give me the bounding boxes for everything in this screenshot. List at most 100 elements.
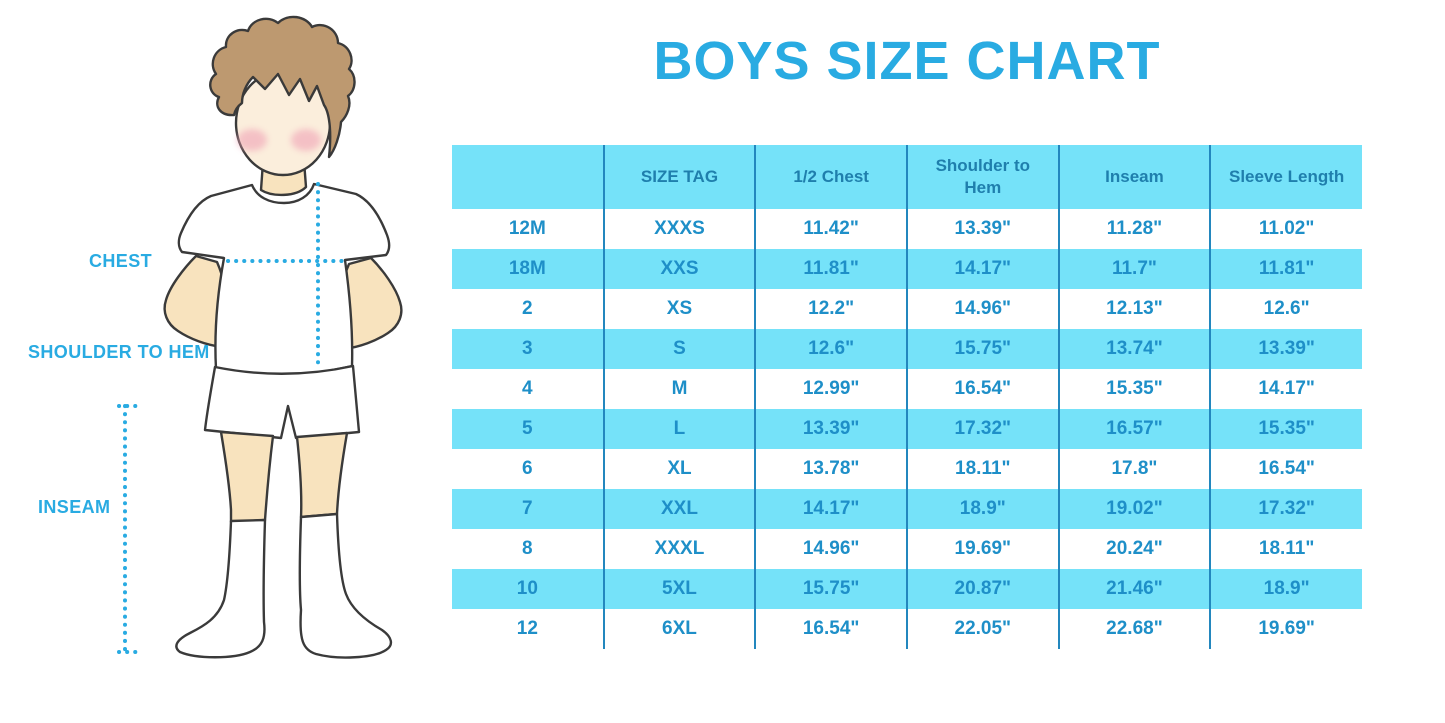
size-tag: XXS — [602, 249, 756, 289]
size-tag: XS — [602, 289, 756, 329]
size-tag: XL — [602, 449, 756, 489]
chest-label: CHEST — [88, 251, 152, 271]
size-label: 7 — [522, 498, 533, 519]
shorts — [203, 364, 361, 440]
hair — [209, 15, 356, 159]
measurement-value: 19.69" — [905, 529, 1059, 569]
measurement-value: 11.42" — [754, 209, 907, 249]
size-row-10: 10 5XL 15.75" 20.87" 21.46" 18.9" — [452, 569, 1362, 609]
measurement-value: 13.74" — [1057, 329, 1211, 369]
measurement-value: 11.28" — [1057, 209, 1211, 249]
blush-right — [291, 129, 321, 151]
measurement-value: 18.11" — [1209, 529, 1362, 569]
measurement-value: 14.96" — [754, 529, 907, 569]
measurement-value: 11.7" — [1057, 249, 1211, 289]
size-row-7: 7 XXL 14.17" 18.9" 19.02" 17.32" — [452, 489, 1362, 529]
boy-figure-icon — [117, 15, 403, 659]
measurement-value: 19.69" — [1209, 609, 1362, 649]
measurement-value: 15.35" — [1057, 369, 1211, 409]
size-row-2: 2 XS 12.2" 14.96" 12.13" 12.6" — [452, 289, 1362, 329]
size-tag: XXXS — [602, 209, 756, 249]
size-label: 8 — [522, 538, 533, 559]
column-header-inseam: Inseam — [1057, 145, 1211, 209]
measurement-value: 14.17" — [754, 489, 907, 529]
size-label: 12 — [516, 618, 538, 639]
measurement-value: 13.78" — [754, 449, 907, 489]
column-header-sleeve-length: Sleeve Length — [1209, 145, 1362, 209]
size-table-body: 12M XXXS 11.42" 13.39" 11.28" 11.02" 18M XXS 11.… — [452, 209, 1362, 649]
tshirt — [177, 182, 391, 376]
measurement-value: 14.17" — [905, 249, 1059, 289]
size-label: 4 — [522, 378, 533, 399]
size-table: SIZE TAG 1/2 Chest Shoulder to Hem Inseam Sl… — [452, 145, 1362, 649]
column-header-size-tag: SIZE TAG — [602, 145, 756, 209]
measurement-value: 11.02" — [1209, 209, 1362, 249]
page-title: BOYS SIZE CHART — [653, 31, 1161, 91]
measurement-value: 17.32" — [905, 409, 1059, 449]
measurement-value: 12.6" — [754, 329, 907, 369]
size-row-3: 3 S 12.6" 15.75" 13.74" 13.39" — [452, 329, 1362, 369]
size-label: 18M — [508, 258, 546, 279]
measurement-value: 15.75" — [754, 569, 907, 609]
header-row: SIZE TAG 1/2 Chest Shoulder to Hem Inseam Sl… — [452, 145, 1362, 209]
measurement-value: 14.17" — [1209, 369, 1362, 409]
size-tag: M — [602, 369, 756, 409]
size-tag: 6XL — [602, 609, 756, 649]
measurement-value: 16.54" — [905, 369, 1059, 409]
size-row-12: 12 6XL 16.54" 22.05" 22.68" 19.69" — [452, 609, 1362, 649]
leg-left — [219, 430, 275, 524]
measurement-value: 13.39" — [1209, 329, 1362, 369]
size-row-12m: 12M XXXS 11.42" 13.39" 11.28" 11.02" — [452, 209, 1362, 249]
size-row-4: 4 M 12.99" 16.54" 15.35" 14.17" — [452, 369, 1362, 409]
size-row-5: 5 L 13.39" 17.32" 16.57" 15.35" — [452, 409, 1362, 449]
measurement-value: 20.24" — [1057, 529, 1211, 569]
measurement-value: 17.8" — [1057, 449, 1211, 489]
column-header-1-2-chest: 1/2 Chest — [754, 145, 907, 209]
size-table-header: SIZE TAG 1/2 Chest Shoulder to Hem Inseam Sl… — [452, 145, 1362, 209]
inseam-label: INSEAM — [38, 497, 111, 517]
size-row-18m: 18M XXS 11.81" 14.17" 11.7" 11.81" — [452, 249, 1362, 289]
column-header-shoulder-to-hem: Shoulder to Hem — [905, 145, 1059, 209]
leg-right — [295, 431, 349, 519]
size-tag: S — [602, 329, 756, 369]
size-tag: XXXL — [602, 529, 756, 569]
measurement-value: 20.87" — [905, 569, 1059, 609]
measurement-value: 12.2" — [754, 289, 907, 329]
measurement-value: 16.54" — [1209, 449, 1362, 489]
size-tag: L — [602, 409, 756, 449]
measurement-value: 21.46" — [1057, 569, 1211, 609]
blush-left — [237, 129, 267, 151]
size-label: 3 — [522, 338, 533, 359]
measurement-value: 12.13" — [1057, 289, 1211, 329]
size-label: 2 — [522, 298, 533, 319]
measurement-value: 16.57" — [1057, 409, 1211, 449]
measurement-value: 14.96" — [905, 289, 1059, 329]
measurement-value: 17.32" — [1209, 489, 1362, 529]
measurement-value: 15.75" — [905, 329, 1059, 369]
measurement-value: 22.68" — [1057, 609, 1211, 649]
measurement-value: 11.81" — [754, 249, 907, 289]
size-label: 6 — [522, 458, 533, 479]
size-label: 12M — [508, 218, 546, 239]
size-label: 5 — [522, 418, 533, 439]
column-header-size — [452, 145, 604, 209]
measurement-value: 12.6" — [1209, 289, 1362, 329]
measurement-value: 18.11" — [905, 449, 1059, 489]
measurement-value: 13.39" — [905, 209, 1059, 249]
measurement-value: 16.54" — [754, 609, 907, 649]
shoulder-to-hem-label: SHOULDER TO HEM — [28, 342, 210, 362]
measurement-value: 18.9" — [1209, 569, 1362, 609]
size-row-8: 8 XXXL 14.96" 19.69" 20.24" 18.11" — [452, 529, 1362, 569]
measurement-value: 12.99" — [754, 369, 907, 409]
measurement-value: 18.9" — [905, 489, 1059, 529]
size-tag: XXL — [602, 489, 756, 529]
measurement-value: 19.02" — [1057, 489, 1211, 529]
measurement-value: 13.39" — [754, 409, 907, 449]
measurement-value: 15.35" — [1209, 409, 1362, 449]
measurement-value: 11.81" — [1209, 249, 1362, 289]
measurement-value: 22.05" — [905, 609, 1059, 649]
sock-right — [298, 512, 393, 659]
size-label: 10 — [516, 578, 538, 599]
sock-left — [175, 518, 267, 659]
size-row-6: 6 XL 13.78" 18.11" 17.8" 16.54" — [452, 449, 1362, 489]
